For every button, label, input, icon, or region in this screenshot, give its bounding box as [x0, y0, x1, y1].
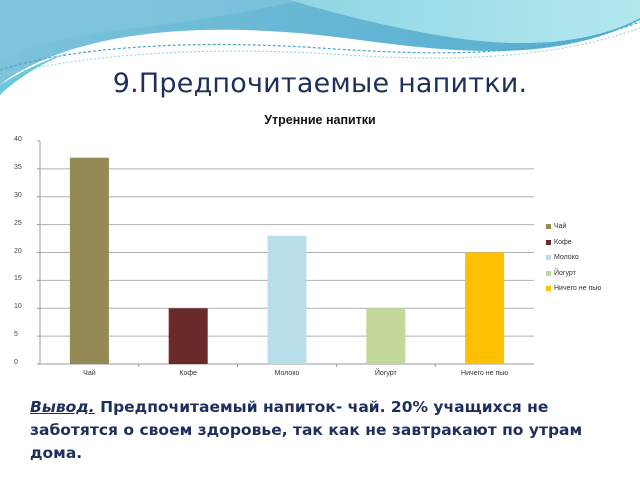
x-tick-label: Йогурт — [374, 370, 397, 377]
legend-label: Чай — [554, 223, 567, 231]
y-tick-label: 20 — [14, 247, 22, 255]
y-tick-label: 35 — [14, 163, 22, 171]
legend-swatch — [546, 286, 551, 292]
legend-swatch — [546, 270, 551, 276]
legend-item: Йогурт — [546, 266, 601, 282]
legend-swatch — [546, 255, 551, 261]
y-tick-label: 0 — [14, 359, 18, 366]
chart-title: Утренние напитки — [264, 113, 376, 127]
legend-item: Чай — [546, 219, 601, 235]
y-tick-label: 15 — [14, 275, 22, 283]
bar-3 — [366, 308, 406, 364]
legend-swatch — [546, 224, 551, 230]
bar-4 — [465, 252, 505, 364]
y-tick-label: 30 — [14, 191, 22, 199]
bar-1 — [168, 308, 208, 364]
legend-label: Молоко — [554, 254, 579, 262]
conclusion-lead: Вывод. — [30, 398, 95, 416]
bar-2 — [267, 235, 307, 364]
y-tick-label: 10 — [14, 303, 22, 311]
x-tick-label: Ничего не пью — [461, 370, 509, 377]
conclusion-text: Вывод. Предпочитаемый напиток- чай. 20% … — [30, 396, 635, 465]
y-tick-label: 5 — [14, 331, 18, 339]
chart-legend: Чай Кофе Молоко Йогурт Ничего не пью — [546, 219, 601, 297]
bar-0 — [69, 157, 109, 364]
legend-label: Кофе — [554, 238, 572, 246]
legend-item: Кофе — [546, 235, 601, 251]
legend-swatch — [546, 239, 551, 245]
slide-title: 9.Предпочитаемые напитки. — [112, 68, 528, 99]
x-tick-label: Чай — [83, 370, 96, 377]
legend-item: Молоко — [546, 250, 601, 266]
x-tick-label: Молоко — [274, 370, 300, 377]
conclusion-body: Предпочитаемый напиток- чай. 20% учащихс… — [30, 398, 583, 462]
legend-label: Йогурт — [554, 269, 576, 277]
x-tick-label: Кофе — [179, 370, 197, 377]
legend-item: Ничего не пью — [546, 281, 601, 297]
y-tick-label: 25 — [14, 219, 22, 227]
y-tick-label: 40 — [14, 136, 22, 143]
legend-label: Ничего не пью — [554, 285, 602, 293]
